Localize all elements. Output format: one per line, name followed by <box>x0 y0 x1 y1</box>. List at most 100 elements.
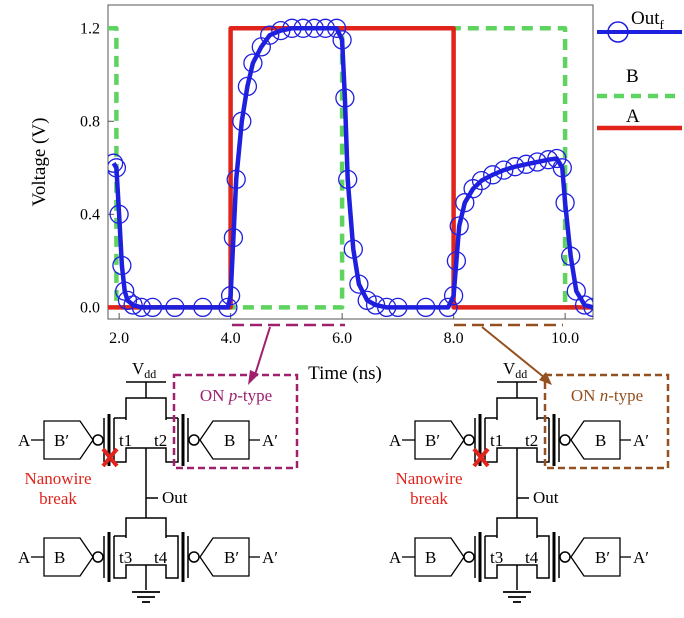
data-point-out <box>338 169 358 190</box>
gate-input-outer: A′ <box>262 431 278 450</box>
gate-left-top: A B′ <box>389 420 465 460</box>
on-type-label: ON p-type <box>200 386 272 405</box>
data-point-out <box>377 297 397 318</box>
gate-input-outer: A <box>389 548 402 567</box>
transistor-t1-label: t1 <box>490 431 503 450</box>
output-label: Out <box>162 488 188 507</box>
data-point-out <box>455 193 475 213</box>
gate-box <box>43 537 94 577</box>
legend-item-b: B <box>597 66 682 99</box>
series-line-b <box>108 26 593 310</box>
on-type-label-type: p <box>228 386 238 405</box>
data-point-out <box>232 111 252 131</box>
x-tick-label: 8.0 <box>444 330 464 347</box>
x-axis-label: Time (ns) <box>308 363 382 384</box>
data-point-out <box>109 204 129 224</box>
data-point-out <box>471 170 492 191</box>
data-point-out <box>443 286 464 306</box>
gate-input-outer: A′ <box>633 431 649 450</box>
inverter-bubble <box>463 551 475 563</box>
data-point-out <box>112 255 132 276</box>
inverter-bubble <box>463 434 475 446</box>
gate-input-inner: B <box>224 431 235 450</box>
on-type-box <box>543 373 670 470</box>
data-point-out <box>388 297 408 318</box>
data-point-out <box>449 216 469 236</box>
transistor-t3-label: t3 <box>119 548 132 567</box>
gate-box <box>199 420 250 460</box>
gate-right-top: B A′ <box>570 420 649 460</box>
x-tick-label: 10.0 <box>551 330 579 347</box>
data-point-out <box>483 165 503 185</box>
on-type-label-type: n <box>600 386 609 405</box>
gate-input-inner: B′ <box>224 548 239 567</box>
data-point-out <box>516 154 536 174</box>
data-point-out <box>260 25 280 45</box>
legend-label-out-main: Out <box>631 8 660 29</box>
legend-label-out-sub: f <box>660 17 665 32</box>
inverter-bubble <box>559 434 571 446</box>
legend: Outf B A <box>597 8 682 131</box>
data-point-out <box>527 152 547 172</box>
transistor-t2-label: t2 <box>154 431 167 450</box>
data-point-out <box>332 30 352 50</box>
data-point-out <box>505 157 525 177</box>
plot-frame <box>107 4 594 320</box>
gate-box <box>570 537 621 577</box>
gate-box <box>414 537 465 577</box>
data-point-out <box>282 18 302 38</box>
data-point-out <box>349 274 369 294</box>
y-tick-label: 0.0 <box>80 299 100 316</box>
legend-marker-out <box>607 21 629 43</box>
data-point-out <box>108 158 127 178</box>
data-point-out <box>115 281 135 301</box>
plot-area: 2.0 4.0 6.0 8.0 10.0 0.00.40.81.2 Time (ns) … <box>29 4 594 384</box>
break-label-line1: Nanowire <box>395 469 462 488</box>
p-type-arrowhead <box>248 370 259 385</box>
data-point-out <box>494 160 514 180</box>
on-type-label-prefix: ON <box>571 386 600 405</box>
gate-left-top: A B′ <box>18 420 94 460</box>
data-point-out <box>218 297 238 318</box>
series-line-out <box>111 26 593 310</box>
gate-input-outer: A′ <box>262 548 278 567</box>
gate-right-top: B A′ <box>199 420 278 460</box>
gate-input-inner: B <box>54 548 65 567</box>
n-type-arrowhead <box>539 372 552 385</box>
gate-input-outer: A <box>389 431 402 450</box>
series-layer <box>108 18 593 318</box>
data-point-out <box>561 246 581 266</box>
inverter-bubble <box>188 551 200 563</box>
data-point-out <box>237 76 258 97</box>
data-point-out <box>547 148 567 169</box>
break-label-line2: break <box>39 489 77 508</box>
data-point-out <box>315 18 336 38</box>
gate-input-inner: B <box>425 548 436 567</box>
data-point-out <box>343 239 363 259</box>
data-point-out <box>226 169 246 190</box>
on-type-label: ON n-type <box>571 386 643 405</box>
gate-input-outer: A′ <box>633 548 649 567</box>
data-point-out <box>304 18 324 38</box>
x-tick-label: 2.0 <box>109 330 129 347</box>
data-point-out <box>365 295 386 315</box>
legend-item-a: A <box>597 106 682 131</box>
on-type-box <box>172 373 299 470</box>
data-point-out <box>583 297 593 318</box>
data-point-out <box>552 158 572 178</box>
vdd-label-main: V <box>503 359 516 378</box>
break-label-line2: break <box>410 489 448 508</box>
data-point-out <box>108 153 124 173</box>
data-point-out <box>335 88 355 108</box>
y-tick-label: 1.2 <box>80 20 100 37</box>
gate-right-bottom: B′ A′ <box>570 537 649 577</box>
gate-box <box>199 537 250 577</box>
data-point-out <box>243 53 263 73</box>
on-type-label-suffix: -type <box>237 386 272 405</box>
data-point-out <box>438 297 458 318</box>
transistor-t1-label: t1 <box>119 431 132 450</box>
